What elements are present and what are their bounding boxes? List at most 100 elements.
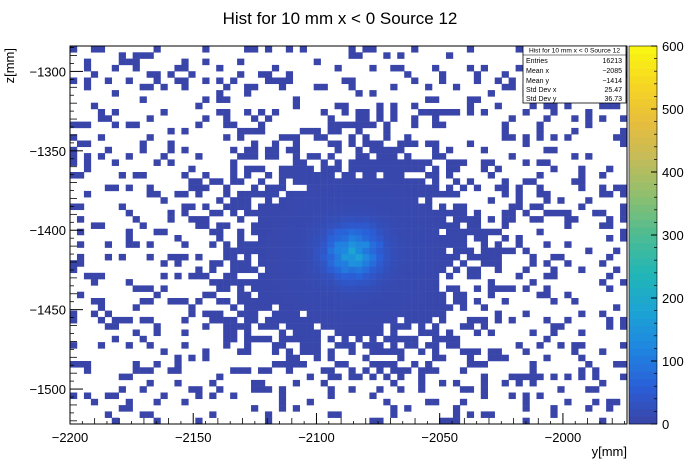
heatmap-cell [445,329,454,337]
heatmap-cell [306,304,314,311]
heatmap-cell [341,172,349,179]
heatmap-cell [70,361,78,368]
heatmap-cell [167,159,175,166]
heatmap-cell [355,127,363,135]
heatmap-cell [341,222,349,229]
heatmap-cell [292,203,301,211]
heatmap-cell [425,266,433,274]
heatmap-cell [223,298,231,305]
heatmap-cell [418,298,426,305]
heatmap-cell [494,102,502,110]
heatmap-cell [459,260,468,267]
heatmap-cell [397,184,405,192]
heatmap-cell [292,304,301,311]
heatmap-cell [278,165,287,173]
heatmap-cell [522,247,530,255]
heatmap-cell [362,253,370,261]
heatmap-cell [341,291,349,299]
heatmap-cell [160,153,168,160]
heatmap-cell [313,153,321,160]
colorbar-swatch [629,272,657,281]
heatmap-cell [292,323,301,330]
heatmap-cell [209,316,217,324]
heatmap-cell [404,266,412,274]
heatmap-cell [557,209,565,217]
heatmap-cell [404,228,412,236]
heatmap-cell [425,140,433,148]
heatmap-cell [522,178,530,185]
heatmap-cell [348,184,356,192]
heatmap-cell [327,178,335,185]
heatmap-cell [216,316,224,324]
heatmap-cell [188,71,196,78]
heatmap-cell [83,58,92,66]
heatmap-cell [418,291,426,299]
heatmap-cell [355,52,363,59]
heatmap-cell [111,316,119,324]
heatmap-cell [439,77,447,85]
heatmap-cell [404,304,412,311]
heatmap-cell [285,197,294,204]
heatmap-cell [425,235,433,242]
heatmap-cell [230,260,238,267]
heatmap-cell [264,241,273,248]
heatmap-cell [299,247,307,255]
heatmap-cell [209,291,217,299]
heatmap-cell [529,253,537,261]
heatmap-cell [299,291,307,299]
heatmap-cell [97,115,106,122]
heatmap-cell [411,316,419,324]
heatmap-cell [439,190,447,198]
heatmap-cell [320,266,328,274]
heatmap-cell [174,367,182,374]
heatmap-cell [278,272,287,280]
heatmap-cell [341,184,349,192]
heatmap-cell [90,398,99,406]
heatmap-cell [376,247,384,255]
heatmap-cell [501,127,509,135]
heatmap-cell [452,417,461,425]
heatmap-cell [355,272,363,280]
heatmap-cell [515,197,523,204]
heatmap-cell [118,58,126,66]
heatmap-cell [418,323,426,330]
heatmap-cell [383,298,391,305]
heatmap-cell [313,172,321,179]
heatmap-cell [439,379,447,387]
heatmap-cell [125,228,133,236]
heatmap-cell [292,272,301,280]
heatmap-cell [251,153,259,160]
heatmap-cell [341,329,349,337]
heatmap-cell [230,323,238,330]
heatmap-cell [550,323,558,330]
heatmap-cell [244,83,252,91]
heatmap-cell [188,216,196,223]
heatmap-cell [237,197,245,204]
heatmap-cell [195,153,203,160]
heatmap-cell [439,266,447,274]
heatmap-cell [244,241,252,248]
heatmap-cell [202,58,210,66]
heatmap-cell [264,279,273,286]
heatmap-cell [376,197,384,204]
heatmap-cell [237,228,245,236]
heatmap-cell [613,266,621,274]
heatmap-cell [369,342,377,349]
heatmap-cell [404,285,412,292]
heatmap-cell [153,159,161,166]
heatmap-cell [452,222,461,229]
heatmap-cell [216,96,224,103]
heatmap-cell [341,247,349,255]
heatmap-cell [452,235,461,242]
heatmap-cell [195,102,203,110]
heatmap-cell [237,235,245,242]
heatmap-cell [167,253,175,261]
heatmap-cell [418,228,426,236]
heatmap-cell [292,165,301,173]
heatmap-cell [341,228,349,236]
heatmap-cell [411,159,419,166]
heatmap-cell [223,247,231,255]
heatmap-cell [508,285,516,292]
heatmap-cell [313,329,321,337]
stats-std-y-label: Std Dev y [526,96,557,103]
